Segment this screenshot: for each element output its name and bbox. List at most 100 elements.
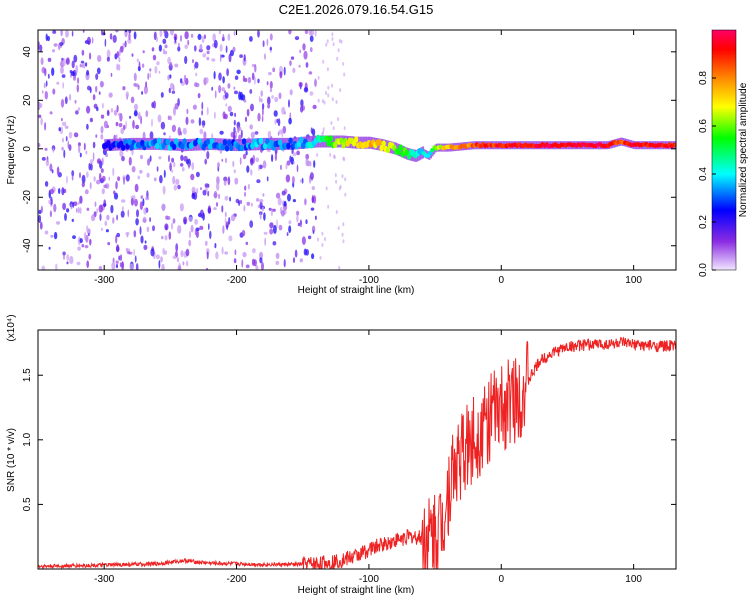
noise-speck (221, 205, 224, 213)
bottom-x-tick-label: 0 (498, 574, 504, 585)
noise-speck (234, 249, 237, 256)
noise-speck (250, 169, 253, 176)
noise-speck (307, 235, 312, 240)
noise-speck (51, 49, 56, 53)
noise-speckles (38, 30, 347, 270)
noise-speck (283, 66, 286, 76)
noise-speck (319, 255, 322, 260)
top-y-tick-label: 0 (22, 146, 33, 152)
noise-speck (65, 30, 69, 38)
noise-speck (81, 174, 86, 184)
noise-speck (262, 193, 265, 197)
noise-speck (246, 165, 250, 173)
noise-speck (127, 38, 132, 44)
noise-speck (230, 214, 236, 222)
noise-speck (224, 251, 229, 255)
noise-speck (340, 39, 343, 44)
noise-speck (44, 181, 49, 187)
ridge-halo (301, 136, 304, 149)
noise-speck (102, 102, 104, 109)
noise-speck (281, 106, 286, 115)
noise-speck (101, 157, 104, 166)
noise-speck (129, 263, 134, 270)
noise-speck (66, 57, 70, 63)
noise-speck (135, 263, 139, 270)
ridge-point (398, 144, 403, 151)
noise-speck (232, 160, 235, 168)
noise-speck (225, 103, 228, 107)
noise-speck (93, 176, 96, 182)
noise-speck (191, 186, 196, 193)
noise-speck (154, 65, 158, 74)
noise-speck (98, 265, 103, 270)
noise-speck (125, 120, 127, 130)
noise-speck (171, 169, 174, 173)
noise-speck (259, 201, 263, 210)
noise-speck (272, 67, 276, 73)
noise-speck (76, 84, 80, 93)
noise-speck (113, 109, 118, 116)
colorbar-tick-label: 0.6 (698, 119, 709, 133)
noise-speck (133, 31, 137, 40)
noise-speck (146, 226, 150, 233)
noise-speck (110, 72, 113, 77)
noise-speck (244, 185, 247, 191)
noise-speck (223, 113, 228, 120)
noise-speck (92, 152, 95, 162)
noise-speck (149, 217, 152, 223)
noise-speck (249, 36, 253, 42)
ridge-point (222, 139, 228, 146)
ridge-point (226, 139, 232, 146)
noise-speck (214, 90, 217, 99)
noise-speck (213, 190, 218, 199)
noise-speck (167, 115, 170, 120)
noise-speck (51, 67, 55, 76)
noise-speck (103, 184, 108, 189)
noise-speck (156, 61, 160, 66)
noise-speck (137, 84, 140, 90)
noise-speck (316, 152, 319, 157)
noise-speck (274, 119, 277, 125)
noise-speck (201, 110, 204, 116)
noise-speck (119, 150, 124, 157)
ridge-point (277, 139, 283, 146)
noise-speck (233, 133, 236, 141)
noise-speck (285, 174, 291, 183)
noise-speck (172, 175, 176, 185)
noise-speck (227, 33, 231, 41)
noise-speck (283, 200, 287, 207)
noise-speck (204, 34, 206, 39)
noise-speck (219, 44, 223, 52)
noise-speck (79, 63, 82, 68)
noise-speck (88, 253, 92, 260)
noise-speck (130, 96, 135, 104)
noise-speck (332, 126, 335, 131)
noise-speck (308, 71, 313, 75)
noise-speck (321, 243, 324, 247)
noise-speck (312, 230, 315, 235)
noise-speck (180, 250, 184, 258)
noise-speck (288, 117, 292, 125)
colorbar-label: Normalized spectral amplitude (738, 82, 749, 217)
noise-speck (323, 100, 326, 105)
noise-speck (68, 131, 73, 139)
noise-speck (245, 264, 250, 269)
noise-speck (180, 163, 184, 167)
noise-speck (278, 224, 283, 231)
noise-speck (338, 186, 341, 191)
snr-series-line (38, 336, 676, 569)
noise-speck (133, 82, 137, 87)
noise-speck (254, 76, 256, 85)
snr-frame (37, 329, 677, 570)
noise-speck (341, 232, 344, 237)
noise-speck (98, 91, 101, 95)
noise-speck (288, 99, 290, 108)
noise-speck (44, 147, 48, 151)
noise-speck (136, 58, 139, 63)
noise-speck (71, 30, 74, 37)
noise-speck (133, 72, 137, 82)
noise-speck (118, 112, 121, 117)
ridge-halo (310, 136, 313, 148)
noise-speck (61, 57, 64, 61)
